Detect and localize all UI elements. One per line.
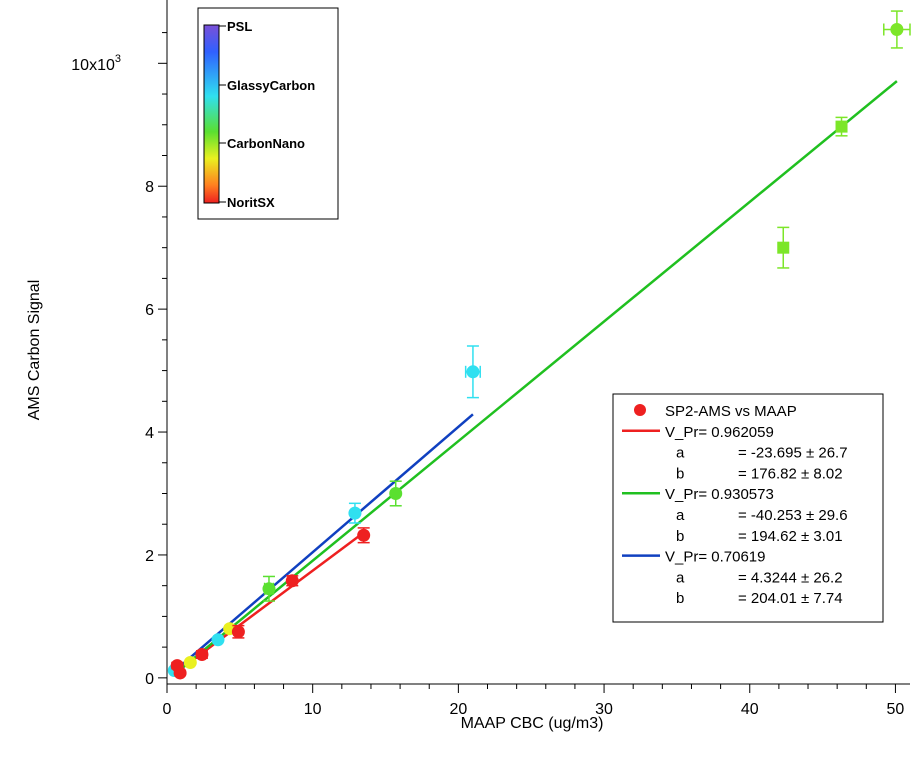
x-tick-label: 40 — [741, 701, 759, 718]
data-point — [211, 633, 225, 647]
point-marker — [357, 528, 371, 542]
data-point — [464, 345, 481, 399]
colorbar-frame — [197, 7, 339, 220]
point-marker — [183, 655, 197, 669]
data-points — [167, 10, 911, 680]
legend-row: a = -40.253 ± 29.6 — [676, 507, 848, 524]
colorbar: PSL GlassyCarbon CarbonNano NoritSX — [197, 7, 339, 220]
data-point — [883, 10, 911, 49]
legend: SP2-AMS vs MAAP V_Pr= 0.962059 a = -23.695 … — [612, 393, 884, 623]
data-point — [389, 480, 403, 507]
point-marker — [285, 574, 299, 588]
y-axis-label: AMS Carbon Signal — [26, 280, 43, 421]
y-tick-label: 8 — [145, 179, 154, 196]
legend-row: SP2-AMS vs MAAP — [634, 403, 797, 420]
legend-param-name: b — [676, 465, 684, 482]
legend-text: SP2-AMS vs MAAP — [665, 403, 797, 420]
legend-text: V_Pr= 0.930573 — [665, 486, 774, 503]
legend-row: V_Pr= 0.70619 — [622, 549, 766, 566]
x-tick-label: 0 — [163, 701, 172, 718]
data-point — [262, 575, 276, 602]
legend-row: V_Pr= 0.962059 — [622, 424, 774, 441]
legend-param-value: = -23.695 ± 26.7 — [738, 445, 848, 462]
legend-marker — [634, 404, 646, 416]
data-point — [357, 527, 371, 544]
data-point — [285, 574, 299, 588]
legend-param-value: = -40.253 ± 29.6 — [738, 507, 848, 524]
data-point — [173, 666, 187, 680]
legend-param-name: a — [676, 507, 685, 524]
point-marker — [211, 633, 225, 647]
legend-row: b = 204.01 ± 7.74 — [676, 590, 843, 607]
y-scale-note: 10x103 — [71, 53, 121, 74]
legend-param-name: b — [676, 590, 684, 607]
legend-param-name: b — [676, 528, 684, 545]
colorbar-label: CarbonNano — [227, 136, 305, 151]
y-tick-label: 2 — [145, 548, 154, 565]
colorbar-gradient — [203, 24, 220, 204]
y-tick-label: 6 — [145, 302, 154, 319]
point-marker — [890, 23, 904, 37]
fit-line — [173, 413, 474, 673]
x-axis-label: MAAP CBC (ug/m3) — [461, 715, 604, 732]
legend-row: a = 4.3244 ± 26.2 — [676, 569, 843, 586]
y-scale-exponent: 3 — [115, 53, 121, 65]
point-marker — [389, 486, 403, 500]
legend-text: V_Pr= 0.70619 — [665, 549, 766, 566]
y-scale-base: 10x10 — [71, 57, 115, 74]
point-marker — [835, 120, 848, 133]
data-point — [835, 116, 848, 137]
data-point — [183, 655, 197, 669]
x-tick-label: 20 — [449, 701, 467, 718]
legend-text: V_Pr= 0.962059 — [665, 424, 774, 441]
legend-row: a = -23.695 ± 26.7 — [676, 445, 848, 462]
legend-row: b = 194.62 ± 3.01 — [676, 528, 843, 545]
data-point — [195, 648, 209, 662]
y-tick-label: 0 — [145, 671, 154, 688]
x-tick-label: 50 — [887, 701, 905, 718]
colorbar-label: GlassyCarbon — [227, 78, 315, 93]
x-tick-label: 10 — [304, 701, 322, 718]
legend-param-value: = 176.82 ± 8.02 — [738, 465, 843, 482]
colorbar-label: PSL — [227, 19, 252, 34]
y-tick-label: 4 — [145, 425, 154, 442]
legend-row: b = 176.82 ± 8.02 — [676, 465, 843, 482]
data-point — [777, 226, 790, 269]
legend-param-value: = 4.3244 ± 26.2 — [738, 569, 843, 586]
data-point — [348, 502, 362, 524]
point-marker — [173, 666, 187, 680]
point-marker — [777, 241, 790, 254]
point-marker — [348, 506, 362, 520]
colorbar-label: NoritSX — [227, 195, 275, 210]
axes: 0 10 20 30 40 50 0 2 4 6 8 — [145, 0, 910, 718]
point-marker — [231, 625, 245, 639]
point-marker — [466, 365, 480, 379]
legend-param-value: = 204.01 ± 7.74 — [738, 590, 843, 607]
legend-param-name: a — [676, 445, 685, 462]
x-tick-label: 30 — [595, 701, 613, 718]
data-point — [231, 624, 245, 639]
point-marker — [195, 648, 209, 662]
legend-row: V_Pr= 0.930573 — [622, 486, 774, 503]
legend-param-name: a — [676, 569, 685, 586]
legend-param-value: = 194.62 ± 3.01 — [738, 528, 843, 545]
point-marker — [262, 582, 276, 596]
